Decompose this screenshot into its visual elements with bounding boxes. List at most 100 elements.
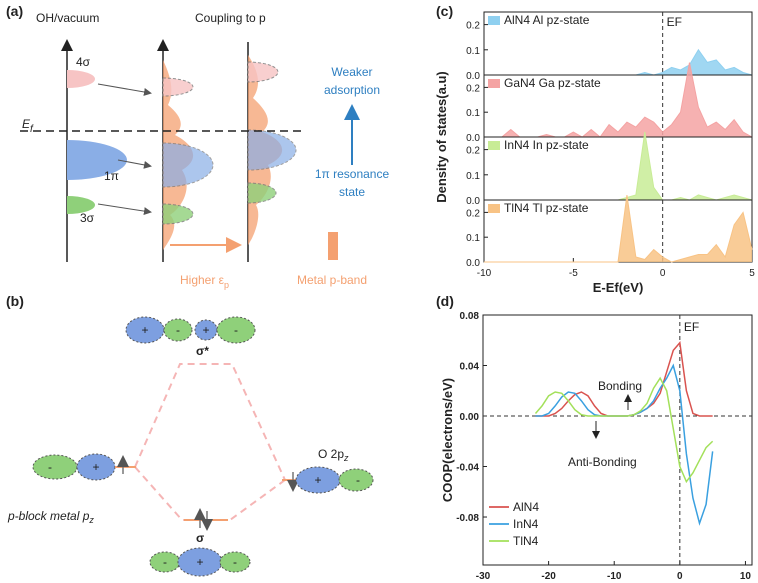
- annotation: Higher εp: [180, 273, 229, 290]
- panel-b: (b) + - + - σ* - + p-block metal pz + - …: [6, 293, 374, 577]
- x-tick-label: -20: [541, 571, 556, 582]
- lobe: [163, 318, 193, 342]
- sign: -: [234, 323, 238, 337]
- sign: +: [202, 323, 209, 337]
- fermi-label: EF: [667, 15, 682, 29]
- legend-label: AlN4 Al pz-state: [504, 13, 590, 27]
- higher-sub: p: [224, 280, 229, 290]
- oxygen-sub: z: [343, 453, 349, 463]
- legend-swatch: [488, 141, 500, 150]
- annotation: adsorption: [324, 83, 380, 97]
- legend-label: AlN4: [513, 500, 539, 514]
- annotation: Weaker: [331, 65, 372, 79]
- correlation-line: [134, 363, 286, 481]
- legend-swatch: [488, 16, 500, 25]
- orbital: [247, 129, 297, 171]
- metal-text: p-block metal p: [7, 509, 90, 523]
- x-tick-label: -5: [569, 268, 578, 279]
- orbital: [247, 182, 277, 204]
- y-tick-label: 0.1: [466, 171, 480, 182]
- column-title: OH/vacuum: [36, 11, 99, 25]
- sign: -: [233, 555, 237, 569]
- sign: -: [163, 555, 167, 569]
- lobe: [32, 454, 78, 480]
- orbital-label: O 2pz: [318, 447, 349, 463]
- y-tick-label: 0.1: [466, 108, 480, 119]
- y-tick-label: 0.0: [466, 258, 480, 269]
- sign: -: [176, 323, 180, 337]
- sign: +: [314, 473, 321, 487]
- metal-sub: z: [88, 515, 94, 525]
- x-tick-label: 10: [740, 571, 752, 582]
- legend-label: InN4: [513, 517, 539, 531]
- y-tick-label: -0.08: [456, 513, 479, 524]
- orbital-label: 1π: [104, 169, 119, 183]
- fermi-label: EF: [684, 320, 699, 334]
- y-tick-label: 0.1: [466, 233, 480, 244]
- column-title: Coupling to p: [195, 11, 266, 25]
- panel-label: (d): [436, 293, 454, 309]
- panel-label: (b): [6, 293, 24, 309]
- orbital-label: p-block metal pz: [7, 509, 94, 525]
- y-tick-label: 0.04: [460, 362, 480, 373]
- legend-label: InN4 In pz-state: [504, 138, 589, 152]
- x-tick-label: -30: [476, 571, 491, 582]
- lobe: [216, 316, 256, 344]
- x-axis-label: E-Ef(eV): [593, 280, 644, 295]
- orbital: [67, 70, 95, 88]
- arrow: [97, 83, 152, 96]
- sign: +: [196, 555, 203, 569]
- line: [534, 376, 714, 484]
- orbital: [247, 61, 279, 83]
- fermi-symbol: E: [22, 117, 31, 131]
- legend-swatch: [328, 232, 338, 260]
- orbital: [67, 140, 127, 180]
- correlation-line: [134, 466, 286, 521]
- y-tick-label: 0.00: [460, 412, 480, 423]
- orbital: [162, 77, 194, 97]
- y-tick-label: 0.1: [466, 46, 480, 57]
- fermi-sub: f: [30, 124, 34, 135]
- area-fill: [484, 49, 752, 75]
- higher-text: Higher ε: [180, 273, 225, 287]
- orbital-label: 4σ: [76, 55, 91, 69]
- orbital: [162, 203, 194, 225]
- sign: -: [48, 460, 52, 474]
- orbital-label: σ*: [196, 344, 209, 358]
- area-line: [484, 194, 753, 263]
- annotation: Metal p-band: [297, 273, 367, 287]
- y-tick-label: 0.0: [466, 71, 480, 82]
- y-tick-label: 0.2: [466, 208, 480, 219]
- y-axis-label: COOP(electrons/eV): [440, 378, 455, 502]
- orbital: [162, 142, 214, 188]
- panel-label: (c): [436, 3, 453, 19]
- y-tick-label: 0.2: [466, 21, 480, 32]
- area-fill: [484, 62, 752, 137]
- x-tick-label: 0: [660, 268, 666, 279]
- sign: +: [141, 323, 148, 337]
- arrow: [97, 203, 152, 216]
- plot-frame: [482, 314, 753, 566]
- orbital-label: 3σ: [80, 211, 95, 225]
- x-tick-label: 5: [749, 268, 755, 279]
- sign: +: [92, 460, 99, 474]
- y-tick-label: -0.04: [456, 463, 479, 474]
- y-axis-label: Density of states(a.u): [434, 71, 449, 202]
- lobe: [219, 551, 251, 573]
- annotation: 1π resonance: [315, 167, 390, 181]
- legend-swatch: [488, 204, 500, 213]
- x-tick-label: -10: [477, 268, 492, 279]
- legend-label: TlN4 Tl pz-state: [504, 201, 589, 215]
- legend-swatch: [488, 79, 500, 88]
- orbital: [67, 196, 95, 214]
- y-tick-label: 0.0: [466, 196, 480, 207]
- x-tick-label: 0: [677, 571, 683, 582]
- orbital-label: σ: [196, 531, 204, 545]
- x-tick-label: -10: [607, 571, 622, 582]
- legend-label: GaN4 Ga pz-state: [504, 76, 601, 90]
- arrow: [117, 159, 152, 169]
- annotation: state: [339, 185, 365, 199]
- annotation: Bonding: [598, 379, 642, 393]
- sign: -: [356, 473, 360, 487]
